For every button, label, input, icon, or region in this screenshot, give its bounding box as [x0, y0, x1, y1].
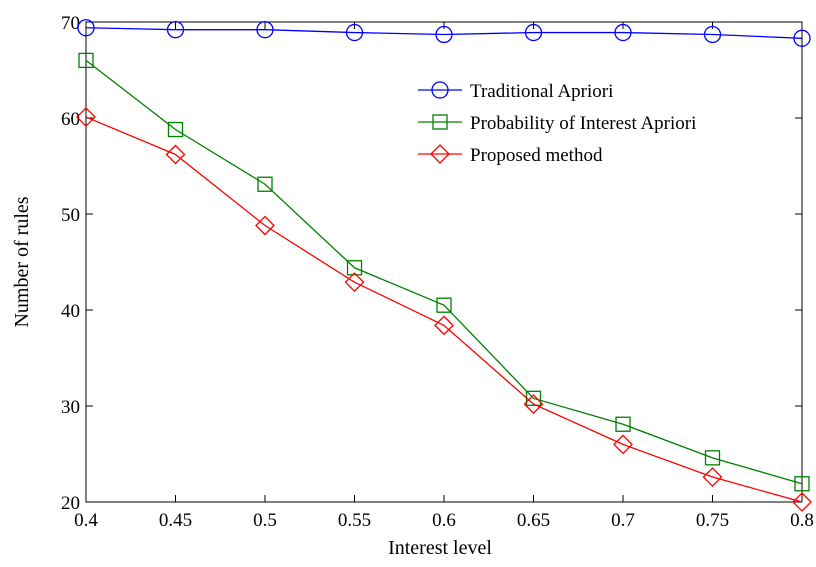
series-circle: [77, 19, 811, 47]
x-tick-label: 0.6: [432, 510, 456, 531]
data-point-diamond: [792, 492, 812, 512]
legend-entry: Probability of Interest Apriori: [418, 113, 696, 134]
y-tick-label: 70: [61, 13, 80, 34]
series-square: [78, 52, 810, 492]
y-axis-label: Number of rules: [11, 196, 33, 327]
data-point-square: [794, 476, 810, 492]
data-point-circle: [345, 23, 364, 42]
axis-ticks: 0.4 0.45 0.5 0.55 0.6 0.65 0.7 0.75 0.8 20 30 40 50 6…: [61, 13, 814, 531]
data-point-diamond: [344, 272, 365, 293]
data-point-diamond: [613, 434, 633, 455]
data-point-diamond: [702, 467, 723, 487]
plot-border: [85, 21, 803, 503]
y-tick-label: 60: [61, 109, 80, 130]
x-tick-label: 0.5: [253, 510, 277, 531]
series-line: [85, 59, 803, 485]
data-point-circle: [166, 21, 185, 39]
data-point-diamond: [523, 394, 544, 414]
y-tick-label: 30: [61, 397, 80, 418]
legend-label: Probability of Interest Apriori: [470, 113, 696, 134]
data-point-square: [78, 52, 94, 69]
data-point-square: [704, 450, 721, 466]
legend: Traditional Apriori Probability of Intere…: [418, 81, 696, 166]
data-point-square: [436, 297, 452, 313]
y-tick-label: 50: [61, 205, 80, 226]
x-tick-label: 0.75: [696, 510, 729, 531]
data-point-square: [346, 260, 363, 276]
series-layer: [76, 19, 812, 512]
plot-frame: [85, 21, 803, 503]
data-point-circle: [435, 25, 453, 44]
x-tick-label: 0.55: [338, 510, 371, 531]
legend-marker-diamond: [430, 144, 450, 164]
data-point-square: [257, 176, 273, 192]
data-point-square: [615, 416, 631, 432]
x-tick-label: 0.7: [611, 510, 635, 531]
legend-entry: Proposed method: [418, 144, 603, 166]
data-point-diamond: [255, 215, 275, 236]
data-point-circle: [614, 23, 632, 42]
legend-entry: Traditional Apriori: [418, 81, 613, 102]
x-tick-label: 0.45: [159, 510, 192, 531]
data-point-circle: [703, 25, 722, 44]
series-line: [85, 116, 803, 503]
y-tick-label: 20: [61, 493, 80, 514]
data-point-circle: [77, 19, 95, 37]
data-point-diamond: [434, 315, 454, 336]
x-tick-label: 0.4: [74, 510, 98, 531]
data-point-circle: [256, 21, 274, 39]
x-axis-label: Interest level: [388, 537, 492, 559]
series-line: [85, 27, 803, 39]
data-point-circle: [793, 29, 811, 47]
x-tick-label: 0.8: [790, 510, 814, 531]
legend-marker-circle: [431, 81, 449, 99]
data-point-diamond: [76, 107, 96, 127]
data-point-diamond: [165, 144, 186, 165]
legend-label: Traditional Apriori: [470, 81, 613, 102]
y-tick-label: 40: [61, 301, 80, 322]
data-point-square: [167, 121, 184, 138]
legend-label: Proposed method: [470, 145, 603, 166]
series-diamond: [76, 107, 812, 512]
x-tick-label: 0.65: [517, 510, 550, 531]
legend-marker-square: [432, 114, 448, 130]
data-point-circle: [524, 23, 543, 42]
